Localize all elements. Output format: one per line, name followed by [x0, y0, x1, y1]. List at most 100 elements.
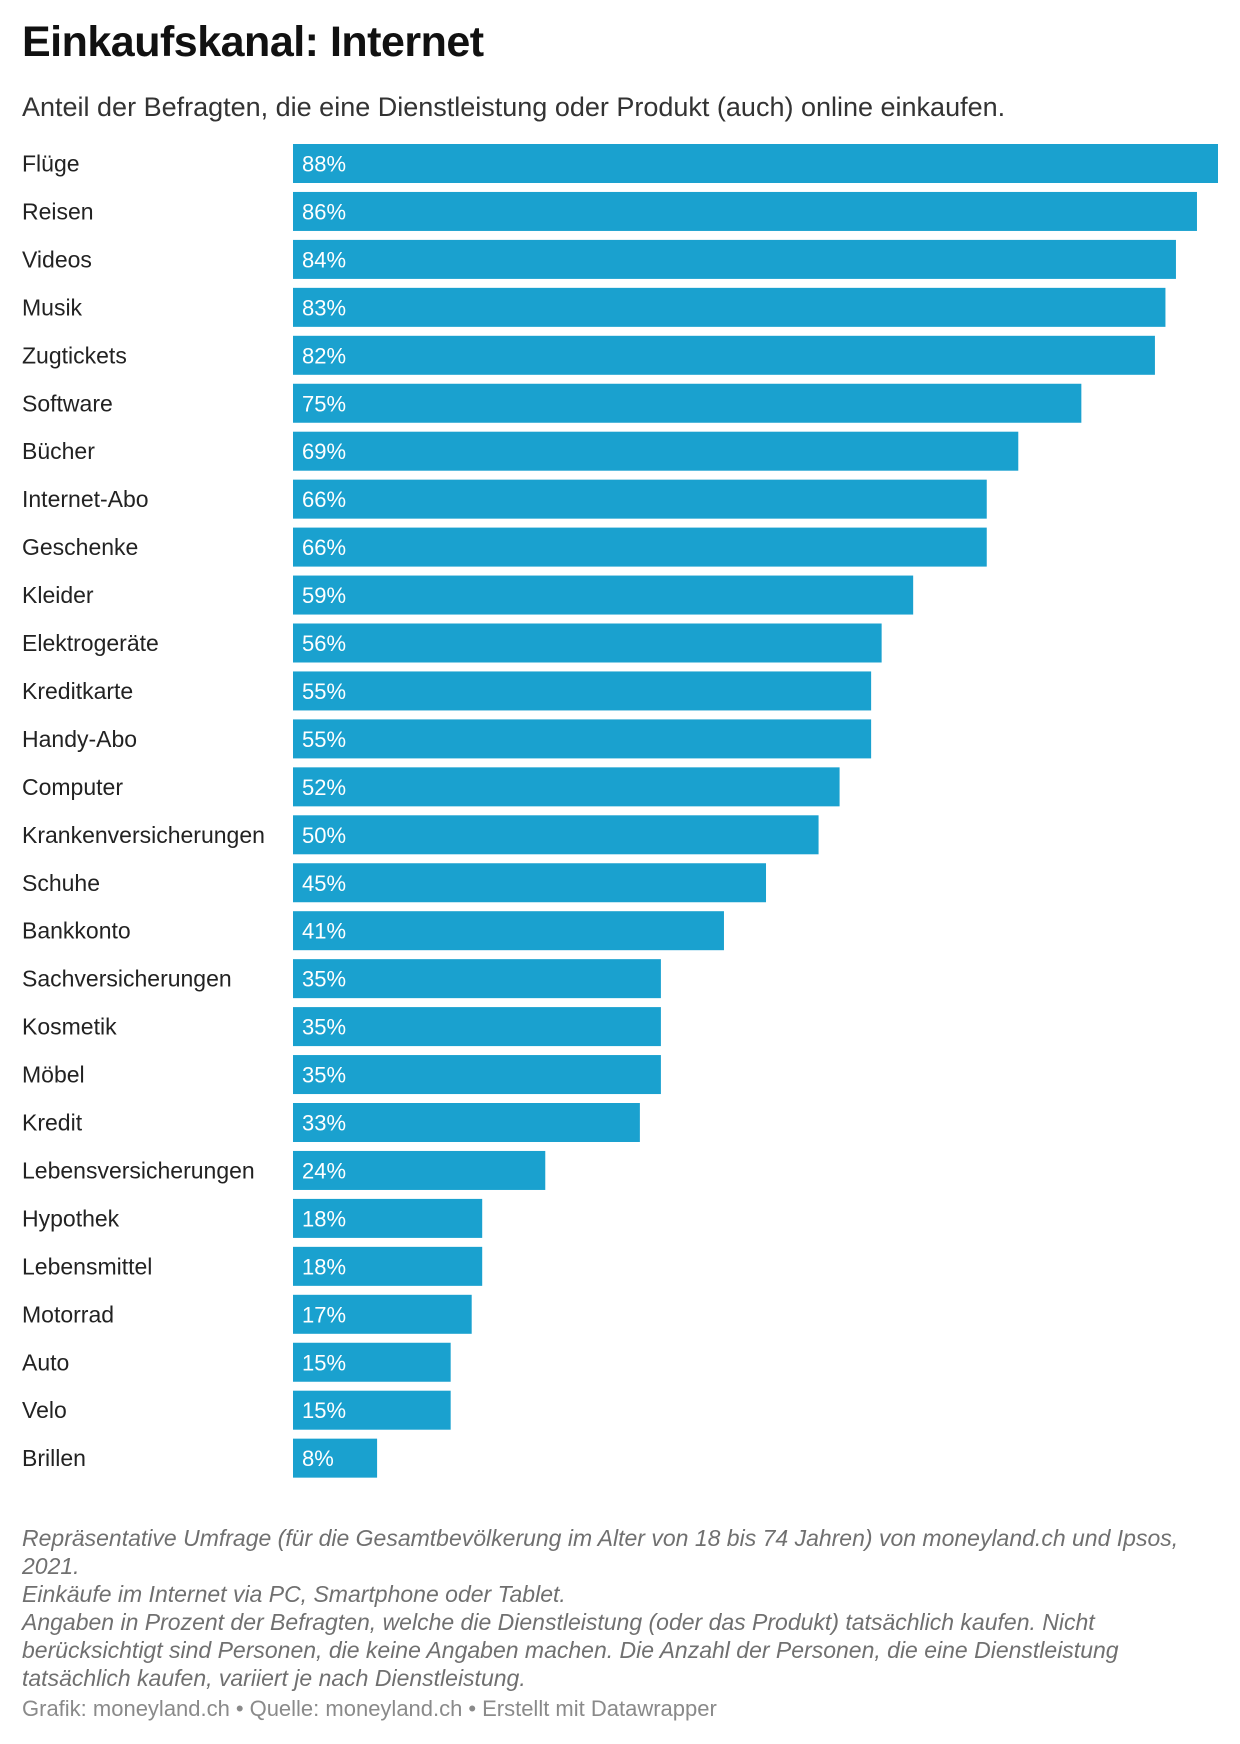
value-label: 55% — [302, 679, 346, 704]
bar — [293, 1390, 451, 1430]
value-label: 88% — [302, 152, 346, 177]
category-label: Bücher — [22, 438, 95, 464]
value-label: 8% — [302, 1446, 334, 1471]
bar-row: Möbel 35% — [22, 1055, 661, 1095]
bar-row: Musik 83% — [22, 287, 1166, 327]
bar-row: Software 75% — [22, 383, 1082, 423]
category-label: Bankkonto — [22, 918, 131, 944]
bar-row: Brillen 8% — [22, 1438, 378, 1478]
bar — [293, 431, 1019, 471]
value-label: 84% — [302, 247, 346, 272]
category-label: Elektrogeräte — [22, 630, 159, 656]
category-label: Kreditkarte — [22, 678, 133, 704]
bar — [293, 1007, 661, 1047]
category-label: Musik — [22, 294, 83, 320]
bar-row: Krankenversicherungen 50% — [22, 815, 819, 855]
value-label: 35% — [302, 1063, 346, 1088]
category-label: Sachversicherungen — [22, 966, 232, 992]
bar — [293, 623, 882, 663]
bar-row: Elektrogeräte 56% — [22, 623, 882, 663]
bar-row: Motorrad 17% — [22, 1294, 472, 1334]
category-label: Handy-Abo — [22, 726, 137, 752]
category-label: Computer — [22, 774, 123, 800]
category-label: Kosmetik — [22, 1014, 117, 1040]
value-label: 15% — [302, 1398, 346, 1423]
bar-row: Lebensmittel 18% — [22, 1246, 483, 1286]
bar-row: Velo 15% — [22, 1390, 451, 1430]
bar-row: Videos 84% — [22, 239, 1176, 279]
bar-row: Auto 15% — [22, 1342, 451, 1382]
value-label: 15% — [302, 1350, 346, 1375]
category-label: Motorrad — [22, 1301, 114, 1327]
category-label: Kredit — [22, 1110, 83, 1136]
bar — [293, 959, 661, 999]
value-label: 17% — [302, 1302, 346, 1327]
value-label: 50% — [302, 823, 346, 848]
category-label: Kleider — [22, 582, 94, 608]
bar-row: Bankkonto 41% — [22, 911, 724, 951]
note-survey: Repräsentative Umfrage (für die Gesamtbe… — [22, 1525, 1179, 1579]
value-label: 41% — [302, 919, 346, 944]
category-label: Velo — [22, 1397, 67, 1423]
bar-row: Computer 52% — [22, 767, 840, 807]
value-label: 75% — [302, 391, 346, 416]
footer-tool: Erstellt mit Datawrapper — [482, 1696, 717, 1721]
category-label: Geschenke — [22, 534, 138, 560]
bar — [293, 1294, 472, 1334]
bar — [293, 671, 872, 711]
value-label: 86% — [302, 199, 346, 224]
chart-notes: Repräsentative Umfrage (für die Gesamtbe… — [22, 1524, 1222, 1692]
bar-row: Hypothek 18% — [22, 1198, 483, 1238]
bar — [293, 383, 1082, 423]
value-label: 69% — [302, 439, 346, 464]
footer-separator: • — [235, 1696, 244, 1721]
value-label: 66% — [302, 487, 346, 512]
bar-row: Lebensversicherungen 24% — [22, 1150, 546, 1190]
bar — [293, 911, 724, 951]
bar — [293, 575, 914, 615]
bar-row: Bücher 69% — [22, 431, 1019, 471]
bar — [293, 1103, 640, 1142]
footer-grafik: Grafik: moneyland.ch — [22, 1696, 230, 1721]
bar-row: Schuhe 45% — [22, 863, 767, 903]
category-label: Brillen — [22, 1445, 86, 1471]
footer-quelle: Quelle: moneyland.ch — [249, 1696, 463, 1721]
bar-row: Zugtickets 82% — [22, 335, 1155, 375]
bar-row: Sachversicherungen 35% — [22, 959, 661, 999]
bar — [293, 335, 1155, 375]
value-label: 35% — [302, 1015, 346, 1040]
category-label: Flüge — [22, 151, 80, 177]
value-label: 35% — [302, 967, 346, 992]
bar — [293, 527, 987, 567]
value-label: 82% — [302, 343, 346, 368]
bar — [293, 719, 872, 759]
chart-footer: Grafik: moneyland.ch • Quelle: moneyland.c… — [22, 1696, 717, 1722]
bar — [293, 1055, 661, 1095]
category-label: Lebensmittel — [22, 1253, 152, 1279]
value-label: 66% — [302, 535, 346, 560]
category-label: Videos — [22, 246, 92, 272]
bar — [293, 1438, 378, 1478]
value-label: 45% — [302, 871, 346, 896]
category-label: Hypothek — [22, 1205, 120, 1231]
category-label: Internet-Abo — [22, 486, 149, 512]
category-label: Schuhe — [22, 870, 100, 896]
bar — [293, 1150, 546, 1190]
bar-row: Geschenke 66% — [22, 527, 987, 567]
value-label: 24% — [302, 1158, 346, 1183]
bar — [293, 287, 1166, 327]
bar — [293, 479, 987, 519]
value-label: 52% — [302, 775, 346, 800]
bar-row: Flüge 88% — [22, 144, 1218, 183]
value-label: 33% — [302, 1111, 346, 1136]
bar-row: Kreditkarte 55% — [22, 671, 872, 711]
category-label: Möbel — [22, 1062, 85, 1088]
bar-row: Reisen 86% — [22, 191, 1197, 231]
value-label: 83% — [302, 295, 346, 320]
category-label: Lebensversicherungen — [22, 1157, 255, 1183]
bar — [293, 1246, 483, 1286]
bar-row: Internet-Abo 66% — [22, 479, 987, 519]
category-label: Software — [22, 390, 113, 416]
value-label: 56% — [302, 631, 346, 656]
value-label: 18% — [302, 1206, 346, 1231]
